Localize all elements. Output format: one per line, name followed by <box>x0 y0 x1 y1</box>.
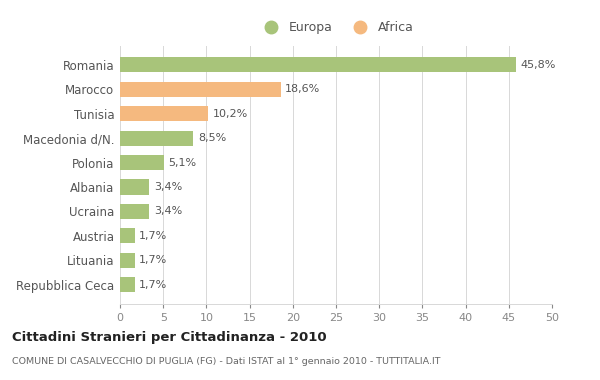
Text: 3,4%: 3,4% <box>154 206 182 217</box>
Text: 45,8%: 45,8% <box>520 60 556 70</box>
Text: COMUNE DI CASALVECCHIO DI PUGLIA (FG) - Dati ISTAT al 1° gennaio 2010 - TUTTITAL: COMUNE DI CASALVECCHIO DI PUGLIA (FG) - … <box>12 357 440 366</box>
Text: Cittadini Stranieri per Cittadinanza - 2010: Cittadini Stranieri per Cittadinanza - 2… <box>12 331 326 344</box>
Bar <box>120 57 516 73</box>
Bar <box>120 253 134 268</box>
Text: 1,7%: 1,7% <box>139 280 167 290</box>
Legend: Europa, Africa: Europa, Africa <box>259 21 413 34</box>
Bar <box>120 179 149 195</box>
Bar <box>120 228 134 244</box>
Text: 3,4%: 3,4% <box>154 182 182 192</box>
Bar <box>120 106 208 121</box>
Bar <box>120 131 193 146</box>
Text: 18,6%: 18,6% <box>285 84 320 94</box>
Text: 8,5%: 8,5% <box>198 133 226 143</box>
Text: 10,2%: 10,2% <box>212 109 248 119</box>
Bar <box>120 277 134 292</box>
Bar <box>120 204 149 219</box>
Text: 1,7%: 1,7% <box>139 255 167 265</box>
Text: 1,7%: 1,7% <box>139 231 167 241</box>
Bar <box>120 155 164 170</box>
Text: 5,1%: 5,1% <box>169 158 197 168</box>
Bar <box>120 82 281 97</box>
